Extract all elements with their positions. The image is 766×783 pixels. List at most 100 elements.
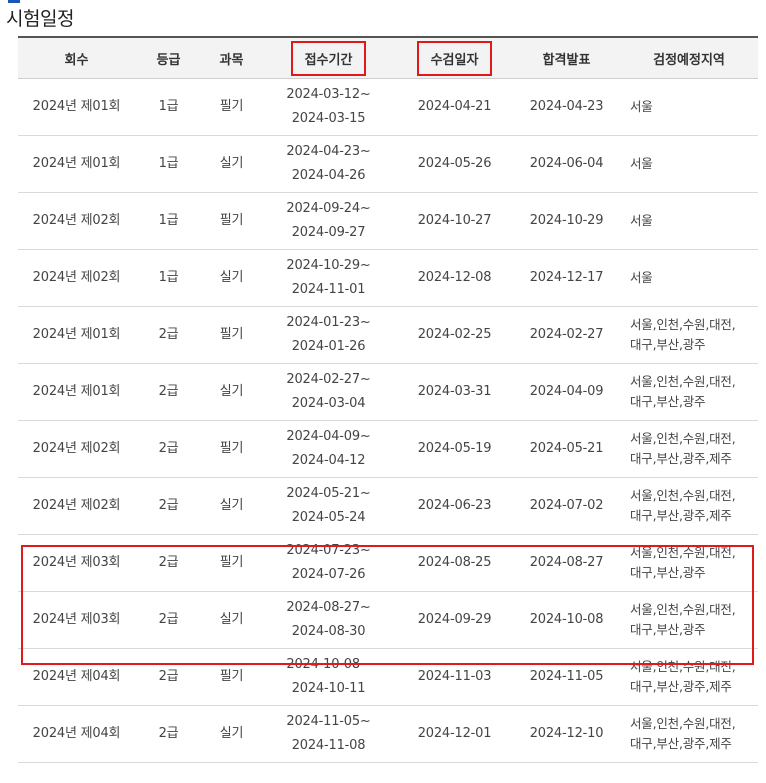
cell-subject: 실기 bbox=[202, 591, 261, 649]
cell-result-date: 2024-02-27 bbox=[513, 306, 620, 364]
cell-exam-date: 2024-03-31 bbox=[396, 363, 513, 421]
region-line-1: 서울 bbox=[630, 156, 653, 171]
cell-exam-date: 2024-05-19 bbox=[396, 420, 513, 478]
cell-region: 서울,인천,수원,대전, 대구,부산,광주 bbox=[620, 363, 758, 421]
cell-registration-period: 2024-04-23~ 2024-04-26 bbox=[261, 135, 396, 193]
table-row: 2024년 제01회 1급 실기 2024-04-23~ 2024-04-26 2024-… bbox=[18, 135, 758, 193]
header-grade: 등급 bbox=[135, 36, 202, 79]
cell-grade: 2급 bbox=[135, 363, 202, 421]
cell-round: 2024년 제04회 bbox=[18, 648, 135, 706]
cell-registration-period: 2024-02-27~ 2024-03-04 bbox=[261, 363, 396, 421]
cell-round: 2024년 제04회 bbox=[18, 705, 135, 763]
cell-grade: 2급 bbox=[135, 648, 202, 706]
cell-round: 2024년 제01회 bbox=[18, 306, 135, 364]
registration-start: 2024-09-24~ bbox=[286, 201, 371, 216]
cell-registration-period: 2024-03-12~ 2024-03-15 bbox=[261, 78, 396, 136]
cell-subject: 실기 bbox=[202, 477, 261, 535]
cell-subject: 실기 bbox=[202, 363, 261, 421]
registration-end: 2024-11-08 bbox=[291, 738, 366, 753]
registration-end: 2024-01-26 bbox=[291, 339, 366, 354]
region-line-1: 서울,인천,수원,대전, bbox=[630, 317, 736, 332]
cell-result-date: 2024-04-09 bbox=[513, 363, 620, 421]
registration-start: 2024-04-09~ bbox=[286, 429, 371, 444]
registration-start: 2024-08-27~ bbox=[286, 600, 371, 615]
header-region: 검정예정지역 bbox=[620, 36, 758, 79]
region-line-1: 서울,인천,수원,대전, bbox=[630, 545, 736, 560]
region-line-1: 서울 bbox=[630, 99, 653, 114]
table-row: 2024년 제04회 2급 필기 2024-10-08~ 2024-10-11 2024-… bbox=[18, 648, 758, 706]
region-line-2: 대구,부산,광주 bbox=[630, 565, 706, 580]
cell-region: 서울,인천,수원,대전, 대구,부산,광주 bbox=[620, 534, 758, 592]
cell-result-date: 2024-04-23 bbox=[513, 78, 620, 136]
cell-region: 서울,인천,수원,대전, 대구,부산,광주,제주 bbox=[620, 420, 758, 478]
exam-schedule-table: 회수 등급 과목 접수기간 수검일자 합격발표 검정예정지역 2024년 제01… bbox=[18, 36, 758, 763]
registration-end: 2024-04-26 bbox=[291, 168, 366, 183]
table-row: 2024년 제02회 2급 실기 2024-05-21~ 2024-05-24 2024-… bbox=[18, 477, 758, 535]
cell-region: 서울,인천,수원,대전, 대구,부산,광주 bbox=[620, 306, 758, 364]
region-line-1: 서울,인천,수원,대전, bbox=[630, 374, 736, 389]
cell-registration-period: 2024-08-27~ 2024-08-30 bbox=[261, 591, 396, 649]
cell-registration-period: 2024-11-05~ 2024-11-08 bbox=[261, 705, 396, 763]
cell-grade: 1급 bbox=[135, 192, 202, 250]
cell-exam-date: 2024-06-23 bbox=[396, 477, 513, 535]
cell-region: 서울 bbox=[620, 135, 758, 193]
cell-grade: 2급 bbox=[135, 534, 202, 592]
table-row: 2024년 제03회 2급 필기 2024-07-23~ 2024-07-26 2024-… bbox=[18, 534, 758, 592]
cell-subject: 실기 bbox=[202, 249, 261, 307]
cell-region: 서울 bbox=[620, 249, 758, 307]
cell-exam-date: 2024-05-26 bbox=[396, 135, 513, 193]
cell-grade: 2급 bbox=[135, 705, 202, 763]
cell-round: 2024년 제02회 bbox=[18, 249, 135, 307]
cell-subject: 실기 bbox=[202, 135, 261, 193]
header-round: 회수 bbox=[18, 36, 135, 79]
region-line-2: 대구,부산,광주 bbox=[630, 622, 706, 637]
cell-round: 2024년 제02회 bbox=[18, 192, 135, 250]
cell-region: 서울,인천,수원,대전, 대구,부산,광주 bbox=[620, 591, 758, 649]
table-row: 2024년 제02회 1급 실기 2024-10-29~ 2024-11-01 2024-… bbox=[18, 249, 758, 307]
cell-grade: 1급 bbox=[135, 78, 202, 136]
page-title: 시험일정 bbox=[6, 8, 74, 30]
registration-start: 2024-10-29~ bbox=[286, 258, 371, 273]
registration-end: 2024-04-12 bbox=[291, 453, 366, 468]
table-row: 2024년 제01회 1급 필기 2024-03-12~ 2024-03-15 2024-… bbox=[18, 78, 758, 136]
region-line-2: 대구,부산,광주,제주 bbox=[630, 679, 732, 694]
cell-registration-period: 2024-04-09~ 2024-04-12 bbox=[261, 420, 396, 478]
cell-region: 서울,인천,수원,대전, 대구,부산,광주,제주 bbox=[620, 477, 758, 535]
header-result-date: 합격발표 bbox=[513, 36, 620, 79]
cell-exam-date: 2024-08-25 bbox=[396, 534, 513, 592]
region-line-2: 대구,부산,광주,제주 bbox=[630, 508, 732, 523]
table-header-row: 회수 등급 과목 접수기간 수검일자 합격발표 검정예정지역 bbox=[18, 36, 758, 79]
cell-result-date: 2024-12-17 bbox=[513, 249, 620, 307]
region-line-1: 서울 bbox=[630, 213, 653, 228]
table-row: 2024년 제02회 1급 필기 2024-09-24~ 2024-09-27 2024-… bbox=[18, 192, 758, 250]
cell-subject: 필기 bbox=[202, 306, 261, 364]
cell-subject: 실기 bbox=[202, 705, 261, 763]
registration-end: 2024-10-11 bbox=[291, 681, 366, 696]
cell-round: 2024년 제03회 bbox=[18, 591, 135, 649]
cell-round: 2024년 제02회 bbox=[18, 477, 135, 535]
region-line-2: 대구,부산,광주 bbox=[630, 394, 706, 409]
registration-start: 2024-01-23~ bbox=[286, 315, 371, 330]
cell-region: 서울,인천,수원,대전, 대구,부산,광주,제주 bbox=[620, 705, 758, 763]
cell-result-date: 2024-08-27 bbox=[513, 534, 620, 592]
table-row: 2024년 제04회 2급 실기 2024-11-05~ 2024-11-08 2024-… bbox=[18, 705, 758, 763]
cell-registration-period: 2024-10-29~ 2024-11-01 bbox=[261, 249, 396, 307]
cell-grade: 2급 bbox=[135, 477, 202, 535]
registration-end: 2024-11-01 bbox=[291, 282, 366, 297]
cell-grade: 2급 bbox=[135, 591, 202, 649]
region-line-1: 서울 bbox=[630, 270, 653, 285]
table-row: 2024년 제02회 2급 필기 2024-04-09~ 2024-04-12 2024-… bbox=[18, 420, 758, 478]
cell-exam-date: 2024-09-29 bbox=[396, 591, 513, 649]
cell-grade: 1급 bbox=[135, 249, 202, 307]
registration-end: 2024-09-27 bbox=[291, 225, 366, 240]
cell-result-date: 2024-10-08 bbox=[513, 591, 620, 649]
registration-end: 2024-03-04 bbox=[291, 396, 366, 411]
registration-end: 2024-07-26 bbox=[291, 567, 366, 582]
cell-region: 서울 bbox=[620, 78, 758, 136]
table-row: 2024년 제01회 2급 필기 2024-01-23~ 2024-01-26 2024-… bbox=[18, 306, 758, 364]
region-line-2: 대구,부산,광주,제주 bbox=[630, 736, 732, 751]
region-line-1: 서울,인천,수원,대전, bbox=[630, 431, 736, 446]
cell-registration-period: 2024-05-21~ 2024-05-24 bbox=[261, 477, 396, 535]
cell-region: 서울 bbox=[620, 192, 758, 250]
cell-subject: 필기 bbox=[202, 648, 261, 706]
